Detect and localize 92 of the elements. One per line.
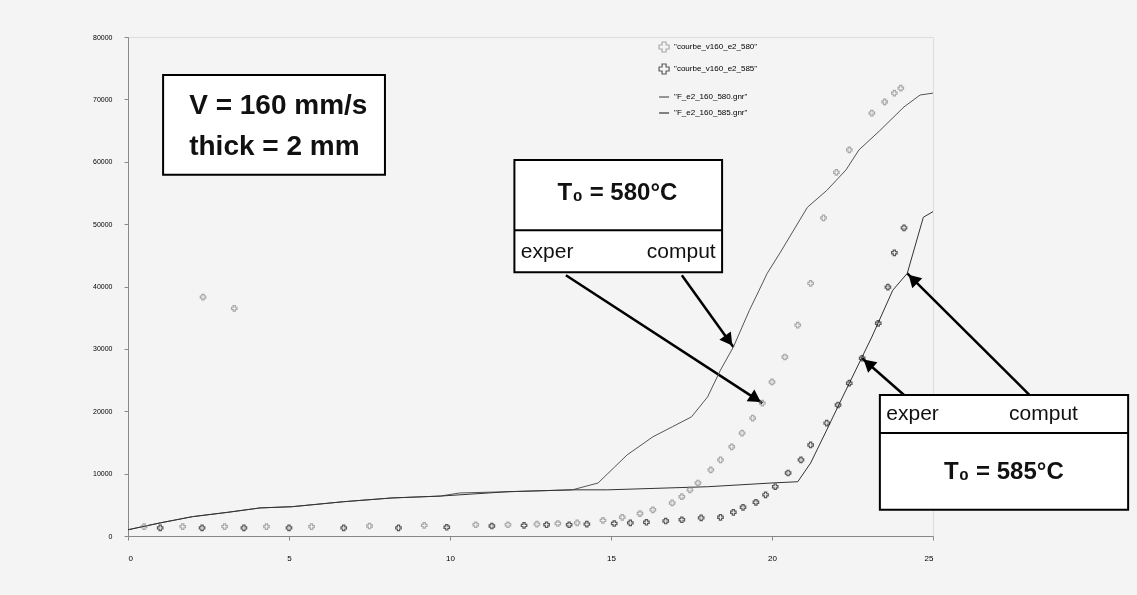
point: [891, 89, 898, 97]
point: [884, 283, 892, 291]
point: [897, 84, 905, 92]
point: [543, 521, 550, 529]
annotation: exper: [886, 401, 939, 425]
point: [759, 399, 766, 407]
point: [900, 224, 908, 232]
point: [554, 520, 562, 527]
point: [784, 469, 792, 477]
point: [807, 441, 814, 449]
point: [395, 524, 402, 532]
point: [678, 493, 686, 501]
annotation: comput: [646, 238, 716, 262]
point: [533, 520, 541, 528]
legend-label: "F_e2_160_585.gnr": [674, 108, 748, 117]
annotation: T₀ = 580°C: [557, 177, 678, 205]
point: [833, 169, 840, 176]
point: [156, 524, 164, 532]
point: [845, 146, 853, 154]
x-tick-label: 25: [924, 553, 935, 563]
point: [662, 517, 670, 525]
point: [565, 521, 573, 529]
point: [771, 483, 779, 491]
point: [221, 523, 228, 530]
legend-label: "F_e2_160_580.gnr": [674, 92, 748, 101]
point: [618, 513, 626, 521]
x-tick-label: 10: [446, 553, 456, 563]
point: [845, 379, 853, 387]
annotation: exper: [520, 238, 574, 262]
x-tick-label: 0: [128, 553, 134, 563]
point: [738, 429, 746, 437]
point: [739, 503, 747, 511]
point: [752, 498, 760, 506]
text: T₀ = 585°C: [943, 456, 1064, 484]
point: [198, 524, 206, 532]
point: [504, 521, 512, 529]
point: [240, 524, 248, 532]
point: [649, 506, 657, 514]
point: [230, 304, 238, 312]
point: [599, 517, 607, 524]
point: [573, 519, 581, 527]
point: [797, 456, 805, 464]
point: [285, 524, 293, 532]
point: [891, 249, 898, 257]
point: [768, 378, 776, 386]
annotation: thick = 2 mm: [189, 130, 360, 162]
point: [823, 419, 831, 427]
point: [749, 414, 757, 422]
point: [520, 522, 528, 529]
point: [781, 353, 789, 361]
point: [626, 519, 634, 527]
point: [140, 523, 148, 530]
point: [199, 293, 207, 301]
point: [728, 443, 736, 451]
point: [583, 520, 591, 528]
point: [762, 491, 769, 499]
point: [820, 214, 827, 222]
x-tick-label: 5: [287, 553, 293, 563]
point: [488, 522, 496, 530]
annotation: V = 160 mm/s: [189, 88, 368, 120]
point: [694, 479, 702, 487]
point: [636, 510, 644, 517]
point: [263, 523, 270, 530]
point: [730, 508, 737, 516]
point: [179, 523, 187, 530]
point: [610, 520, 618, 527]
point: [868, 109, 876, 117]
point: [443, 523, 451, 531]
point: [881, 98, 889, 106]
x-tick-label: 20: [768, 553, 778, 563]
point: [834, 401, 842, 409]
point: [807, 280, 814, 287]
point: [340, 524, 348, 532]
point: [707, 466, 715, 474]
point: [697, 514, 705, 522]
point: [668, 499, 676, 507]
point: [794, 321, 802, 329]
point: [686, 486, 694, 494]
point: [420, 522, 428, 529]
annotation: comput: [1009, 401, 1079, 425]
point: [472, 521, 480, 529]
point: [643, 518, 650, 526]
point: [366, 522, 373, 530]
point: [874, 319, 882, 327]
legend-label: "courbe_v160_e2_580": [674, 42, 758, 51]
x-tick-label: 15: [607, 553, 617, 563]
point: [678, 516, 686, 524]
point: [717, 513, 724, 521]
legend-label: "courbe_v160_e2_585": [674, 64, 758, 73]
point: [308, 523, 315, 530]
point: [858, 354, 866, 362]
point: [717, 456, 724, 464]
